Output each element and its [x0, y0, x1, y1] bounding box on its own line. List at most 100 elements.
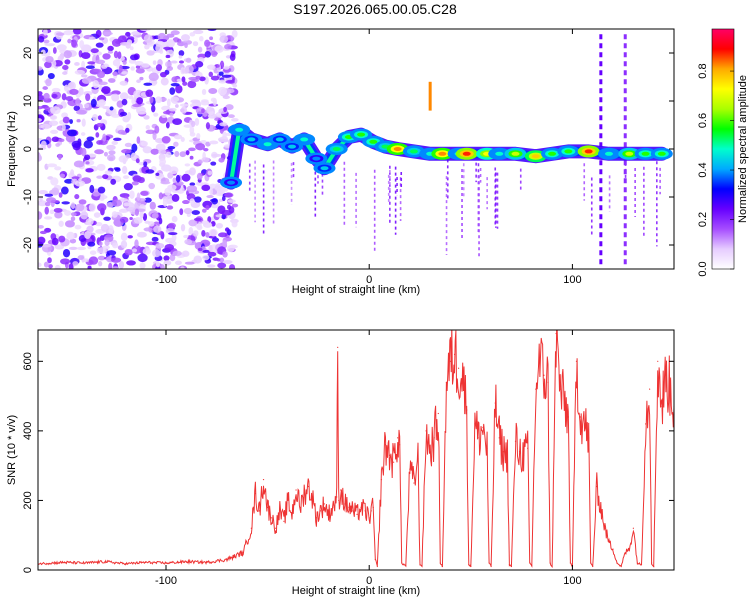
- noise-speckle: [95, 132, 100, 138]
- snr-point: [470, 565, 472, 568]
- noise-speckle: [96, 140, 103, 145]
- snr-point: [262, 478, 265, 481]
- noise-speckle: [110, 257, 122, 263]
- snr-point: [258, 510, 261, 512]
- colorbar-ticks: 0.0 0.2 0.4 0.6 0.8: [697, 63, 734, 277]
- ridge-point: [357, 132, 366, 137]
- noise-speckle: [45, 43, 55, 47]
- noise-speckle: [191, 210, 201, 215]
- noise-speckle: [218, 71, 224, 76]
- noise-speckle: [132, 103, 142, 108]
- snr-point: [323, 503, 326, 505]
- noise-speckle: [83, 90, 93, 96]
- snr-point: [405, 565, 407, 567]
- noise-speckle: [39, 196, 43, 202]
- noise-speckle: [108, 78, 116, 83]
- noise-speckle: [97, 70, 106, 79]
- colorbar-frame: [711, 28, 735, 270]
- noise-speckle: [110, 178, 117, 185]
- spectrogram-y-tick-label: -20: [22, 237, 34, 253]
- noise-speckle: [225, 79, 235, 84]
- noise-speckle: [46, 163, 58, 168]
- noise-speckle: [112, 242, 119, 249]
- noise-speckle: [216, 258, 221, 262]
- noise-speckle: [166, 66, 174, 71]
- noise-speckle: [218, 198, 224, 202]
- noise-speckle: [204, 51, 211, 58]
- noise-speckle: [44, 106, 51, 111]
- snr-point: [518, 451, 521, 453]
- noise-speckle: [58, 138, 65, 143]
- noise-speckle: [162, 198, 168, 207]
- noise-speckle: [175, 84, 183, 94]
- snr-point: [445, 381, 448, 383]
- noise-speckle: [51, 187, 60, 196]
- noise-speckle: [80, 74, 88, 78]
- ridge-point: [438, 151, 447, 156]
- noise-speckle: [44, 206, 49, 215]
- colorbar: 0.0 0.2 0.4 0.6 0.8 Normalized spectral ampl…: [697, 28, 749, 277]
- noise-speckle: [189, 132, 196, 137]
- noise-speckle: [64, 59, 71, 65]
- snr-point: [206, 561, 208, 563]
- noise-speckle: [63, 50, 72, 59]
- noise-speckle: [107, 45, 114, 52]
- noise-speckle: [155, 260, 160, 268]
- noise-speckle: [61, 186, 69, 195]
- noise-speckle: [224, 227, 230, 232]
- noise-speckle: [191, 120, 196, 128]
- snr-x-tick-label: -100: [155, 575, 177, 587]
- noise-speckle: [131, 31, 142, 36]
- noise-speckle: [192, 29, 204, 35]
- noise-speckle: [97, 255, 106, 261]
- noise-speckle: [166, 33, 175, 38]
- colorbar-tick-label: 0.8: [697, 63, 709, 78]
- noise-speckle: [136, 192, 141, 201]
- noise-speckle: [218, 232, 228, 238]
- noise-speckle: [47, 257, 52, 264]
- noise-speckle: [131, 97, 136, 105]
- noise-speckle: [76, 119, 81, 123]
- spectrogram-y-tick-label: 20: [22, 47, 34, 59]
- ridge-point: [604, 151, 613, 156]
- snr-point: [531, 565, 533, 567]
- ridge-point: [287, 144, 296, 149]
- noise-speckle: [114, 167, 121, 172]
- noise-speckle: [38, 262, 42, 268]
- noise-speckle: [142, 213, 148, 221]
- noise-speckle: [43, 261, 49, 268]
- noise-speckle: [67, 82, 75, 89]
- noise-speckle: [188, 167, 196, 176]
- noise-speckle: [201, 230, 206, 237]
- noise-speckle: [49, 115, 58, 120]
- noise-speckle: [84, 231, 91, 239]
- snr-point: [640, 564, 643, 566]
- snr-point: [549, 562, 551, 564]
- snr-point: [84, 562, 86, 564]
- noise-speckle: [109, 106, 114, 111]
- noise-speckle: [175, 104, 179, 108]
- noise-speckle: [210, 161, 217, 166]
- noise-speckle: [151, 236, 159, 242]
- noise-speckle: [51, 237, 59, 246]
- noise-speckle: [118, 155, 128, 163]
- noise-speckle: [229, 53, 236, 62]
- noise-speckle: [38, 66, 43, 71]
- ridge-point: [263, 142, 272, 147]
- noise-speckle: [149, 96, 154, 104]
- noise-speckle: [135, 158, 140, 164]
- noise-speckle: [181, 173, 191, 182]
- noise-speckle: [64, 178, 74, 184]
- noise-speckle: [88, 203, 96, 212]
- noise-speckle: [92, 113, 99, 121]
- snr-point: [327, 513, 330, 515]
- noise-speckle: [139, 29, 151, 32]
- noise-speckle: [89, 250, 97, 255]
- snr-point: [502, 451, 504, 453]
- snr-point: [661, 405, 663, 408]
- snr-point: [523, 454, 525, 456]
- noise-speckle: [134, 208, 140, 216]
- noise-speckle: [95, 42, 104, 48]
- noise-speckle: [169, 87, 176, 95]
- noise-speckle: [127, 112, 132, 121]
